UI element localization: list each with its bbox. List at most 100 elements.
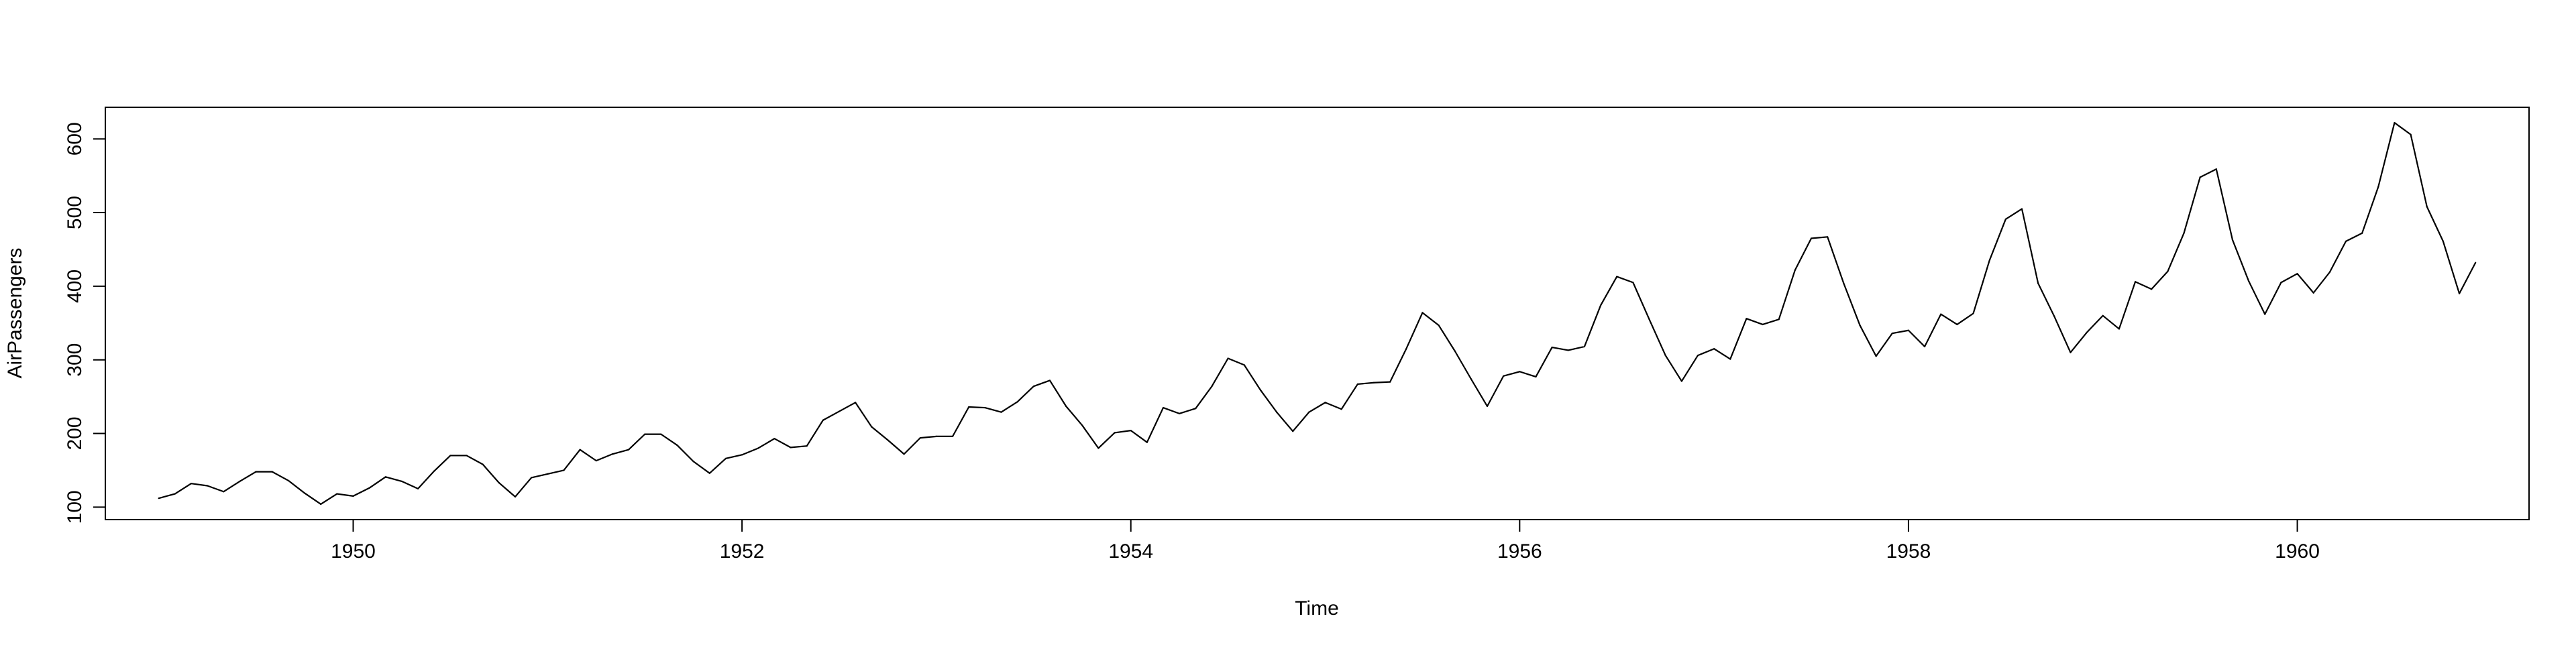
data-point	[1179, 412, 1181, 414]
data-point	[1762, 323, 1764, 326]
data-point	[1162, 406, 1165, 409]
data-point	[1599, 304, 1602, 306]
data-point	[174, 493, 176, 495]
data-point	[1454, 350, 1456, 352]
data-point	[1746, 318, 1748, 320]
data-point	[692, 461, 694, 463]
data-point	[1907, 329, 1910, 331]
data-point	[595, 460, 597, 462]
data-point	[1843, 282, 1845, 284]
data-point	[1827, 236, 1829, 238]
data-point	[838, 410, 841, 412]
data-point	[708, 472, 710, 474]
x-tick-label: 1956	[1497, 540, 1542, 563]
data-point	[1664, 355, 1666, 357]
data-point	[919, 437, 921, 439]
data-point	[287, 479, 289, 481]
data-point	[1097, 447, 1099, 449]
data-point	[2345, 240, 2347, 242]
data-point	[255, 471, 257, 473]
data-point	[806, 445, 808, 447]
data-point	[1956, 323, 1958, 326]
data-point	[2086, 331, 2088, 334]
data-point	[1049, 379, 1051, 381]
data-point	[1292, 430, 1294, 432]
data-point	[935, 435, 938, 438]
data-point	[563, 469, 565, 471]
x-tick-label: 1950	[331, 540, 376, 563]
data-point	[1065, 405, 1067, 407]
data-point	[2475, 261, 2477, 263]
data-point	[1324, 402, 1326, 404]
data-point	[2442, 240, 2445, 242]
y-tick-label: 500	[64, 196, 86, 229]
data-point	[1032, 386, 1034, 388]
x-axis-label: Time	[1295, 597, 1339, 620]
data-point	[660, 433, 662, 435]
series-line	[158, 121, 2477, 506]
data-point	[611, 453, 614, 455]
data-point	[1729, 358, 1731, 360]
data-point	[627, 449, 630, 451]
data-point	[1794, 269, 1796, 271]
data-point	[1810, 237, 1813, 239]
data-point	[207, 485, 209, 487]
data-point	[2004, 218, 2006, 221]
data-point	[757, 447, 759, 449]
data-point	[1114, 432, 1116, 434]
data-point	[1421, 312, 1424, 314]
y-tick-label: 600	[64, 122, 86, 156]
data-point	[2361, 232, 2363, 234]
data-point	[984, 406, 986, 409]
data-point	[741, 454, 743, 456]
data-point	[2394, 121, 2396, 124]
data-point	[2312, 292, 2314, 294]
data-point	[1940, 313, 1942, 315]
data-point	[855, 402, 857, 404]
data-point	[2215, 168, 2217, 170]
data-point	[1535, 375, 1537, 378]
data-point	[2280, 282, 2282, 284]
data-point	[2183, 232, 2185, 234]
y-axis: 100 200 300 400 500 600	[64, 122, 106, 524]
data-point	[887, 439, 889, 441]
data-point	[1275, 411, 1278, 413]
data-point	[2264, 313, 2266, 315]
y-tick-label: 100	[64, 490, 86, 524]
data-point	[951, 435, 954, 438]
data-point	[400, 480, 403, 482]
plot-frame	[105, 107, 2530, 520]
data-point	[417, 487, 419, 489]
data-point	[158, 497, 160, 499]
data-point	[1340, 408, 1342, 410]
data-point	[644, 433, 646, 435]
data-point	[2053, 315, 2055, 317]
data-point	[871, 426, 873, 428]
data-point	[320, 503, 322, 506]
data-point	[1438, 324, 1440, 327]
data-point	[1016, 401, 1018, 403]
data-point	[2410, 133, 2412, 135]
data-point	[1227, 357, 1229, 359]
data-point	[2134, 281, 2137, 283]
data-point	[2118, 328, 2120, 330]
data-point	[1680, 380, 1682, 382]
x-tick-label: 1952	[720, 540, 765, 563]
data-point	[466, 455, 468, 457]
data-point	[968, 406, 970, 408]
data-point	[1081, 424, 1083, 426]
data-point	[1632, 282, 1634, 284]
data-point	[1470, 378, 1472, 380]
y-axis-label: AirPassengers	[4, 247, 26, 378]
data-point	[1243, 364, 1245, 366]
data-point	[1778, 318, 1780, 320]
series-layer	[158, 121, 2477, 506]
data-point	[514, 495, 517, 498]
data-point	[303, 492, 306, 494]
data-point	[190, 483, 193, 485]
data-point	[2248, 280, 2250, 282]
data-point	[822, 419, 824, 421]
data-point	[790, 447, 792, 449]
data-point	[1259, 389, 1262, 391]
